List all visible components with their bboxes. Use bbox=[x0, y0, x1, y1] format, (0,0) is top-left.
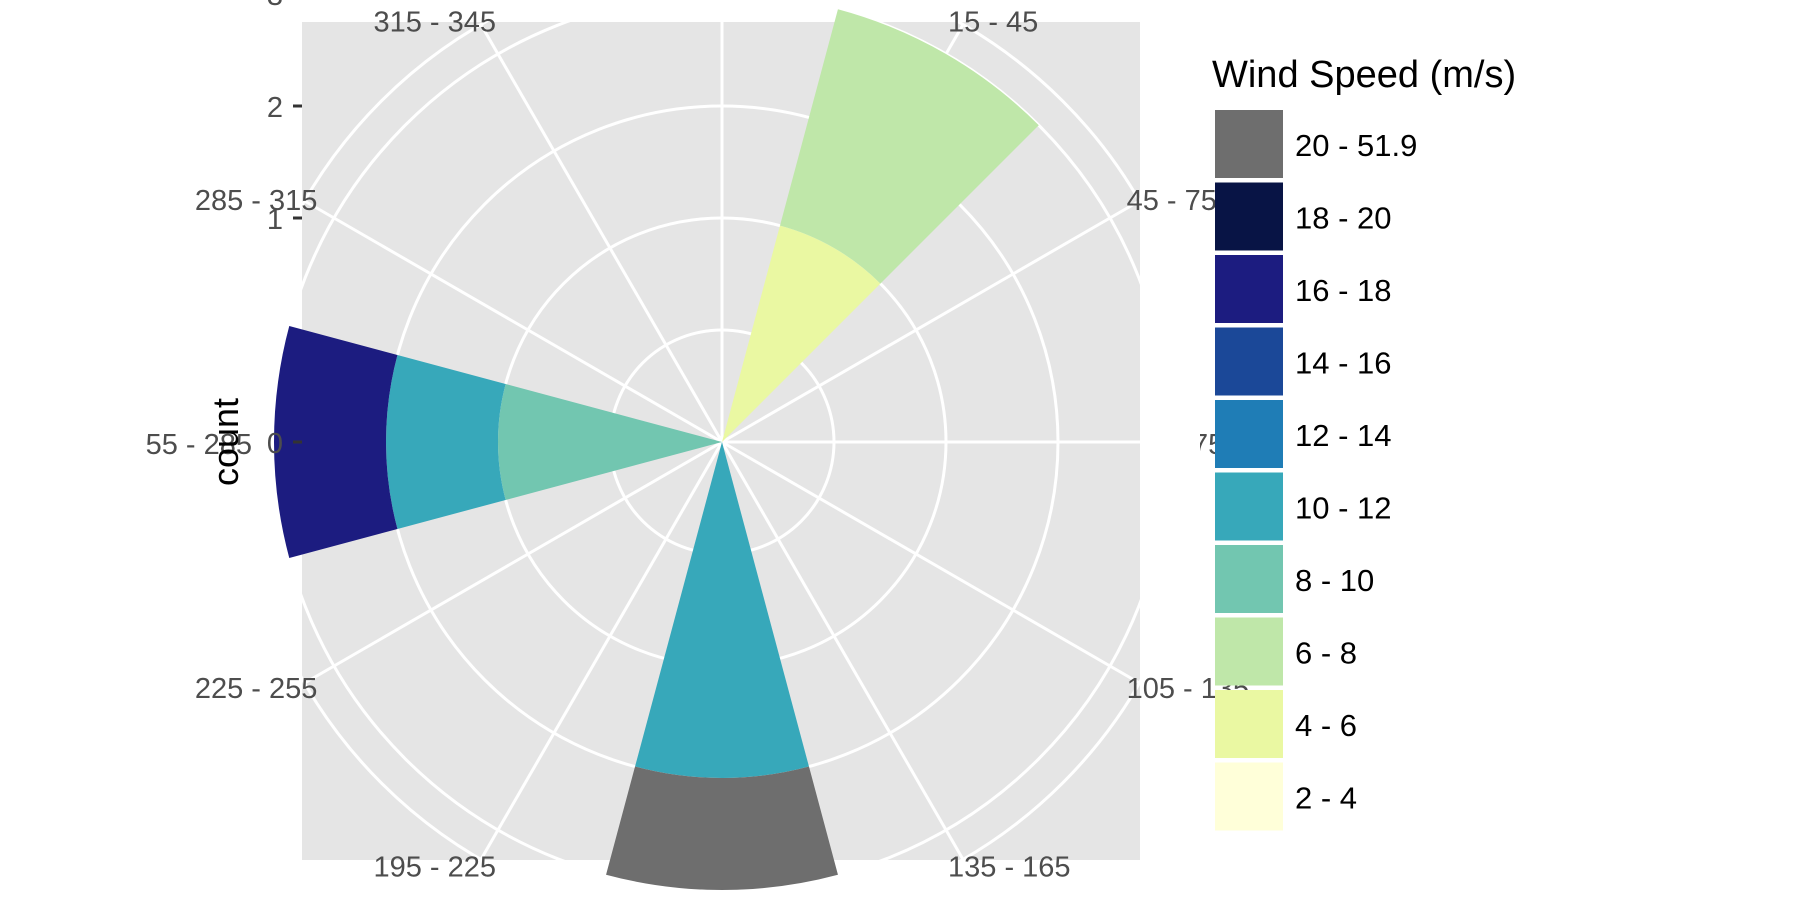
legend-swatch bbox=[1215, 110, 1283, 178]
bar-segment bbox=[274, 326, 398, 558]
bar-segment bbox=[498, 384, 722, 500]
grid-spoke bbox=[721, 440, 1141, 685]
legend-swatch bbox=[1215, 472, 1283, 541]
legend-swatch bbox=[1215, 182, 1283, 251]
direction-label: 55 - 285 bbox=[146, 429, 252, 461]
legend-swatch bbox=[1215, 762, 1283, 831]
grid-spoke bbox=[720, 441, 965, 861]
legend-label: 14 - 16 bbox=[1295, 346, 1392, 381]
legend: Wind Speed (m/s) 20 - 51.9 18 - 20 16 - 18… bbox=[1212, 54, 1516, 831]
y-tick-label: 1 bbox=[267, 204, 283, 236]
direction-label: 45 - 75 bbox=[1127, 185, 1217, 217]
grid-spoke bbox=[303, 440, 723, 685]
direction-label: 195 - 225 bbox=[373, 852, 496, 884]
grid-spoke bbox=[303, 199, 723, 444]
panel-clip-mask bbox=[1140, 380, 1200, 500]
legend-swatch bbox=[1215, 617, 1283, 686]
legend-label: 18 - 20 bbox=[1295, 201, 1392, 236]
direction-label: 225 - 255 bbox=[195, 673, 318, 705]
direction-label: 285 - 315 bbox=[195, 185, 318, 217]
bar-segment bbox=[386, 355, 506, 529]
legend-label: 20 - 51.9 bbox=[1295, 128, 1417, 163]
bar-segment bbox=[606, 766, 838, 890]
grid-spoke bbox=[721, 199, 1141, 444]
legend-swatch bbox=[1215, 690, 1283, 758]
legend-swatch bbox=[1215, 400, 1283, 468]
legend-label: 16 - 18 bbox=[1295, 273, 1392, 308]
y-tick-label: 3 bbox=[267, 0, 283, 12]
legend-label: 2 - 4 bbox=[1295, 781, 1357, 816]
bar-segment bbox=[635, 442, 809, 778]
legend-swatch bbox=[1215, 255, 1283, 323]
bar-segment bbox=[722, 225, 881, 442]
legend-label: 8 - 10 bbox=[1295, 563, 1374, 598]
y-axis: 0 1 2 3 bbox=[267, 0, 302, 460]
bars bbox=[274, 9, 1039, 890]
legend-label: 6 - 8 bbox=[1295, 636, 1357, 671]
bar-segment bbox=[779, 9, 1039, 284]
grid-spoke bbox=[479, 23, 724, 443]
grid-spoke bbox=[479, 441, 724, 861]
legend-label: 10 - 12 bbox=[1295, 491, 1392, 526]
legend-label: 12 - 14 bbox=[1295, 418, 1392, 453]
legend-entries: 20 - 51.9 18 - 20 16 - 18 14 - 16 12 - 14 10 … bbox=[1215, 110, 1417, 831]
direction-label: 315 - 345 bbox=[373, 6, 496, 38]
direction-label: 135 - 165 bbox=[948, 852, 1071, 884]
direction-label: 15 - 45 bbox=[948, 6, 1038, 38]
y-tick-label: 0 bbox=[267, 428, 283, 460]
legend-label: 4 - 6 bbox=[1295, 708, 1357, 743]
legend-swatch bbox=[1215, 545, 1283, 613]
y-tick-label: 2 bbox=[267, 92, 283, 124]
y-axis-title: count bbox=[205, 398, 246, 486]
legend-title: Wind Speed (m/s) bbox=[1212, 54, 1516, 96]
legend-swatch bbox=[1215, 327, 1283, 396]
